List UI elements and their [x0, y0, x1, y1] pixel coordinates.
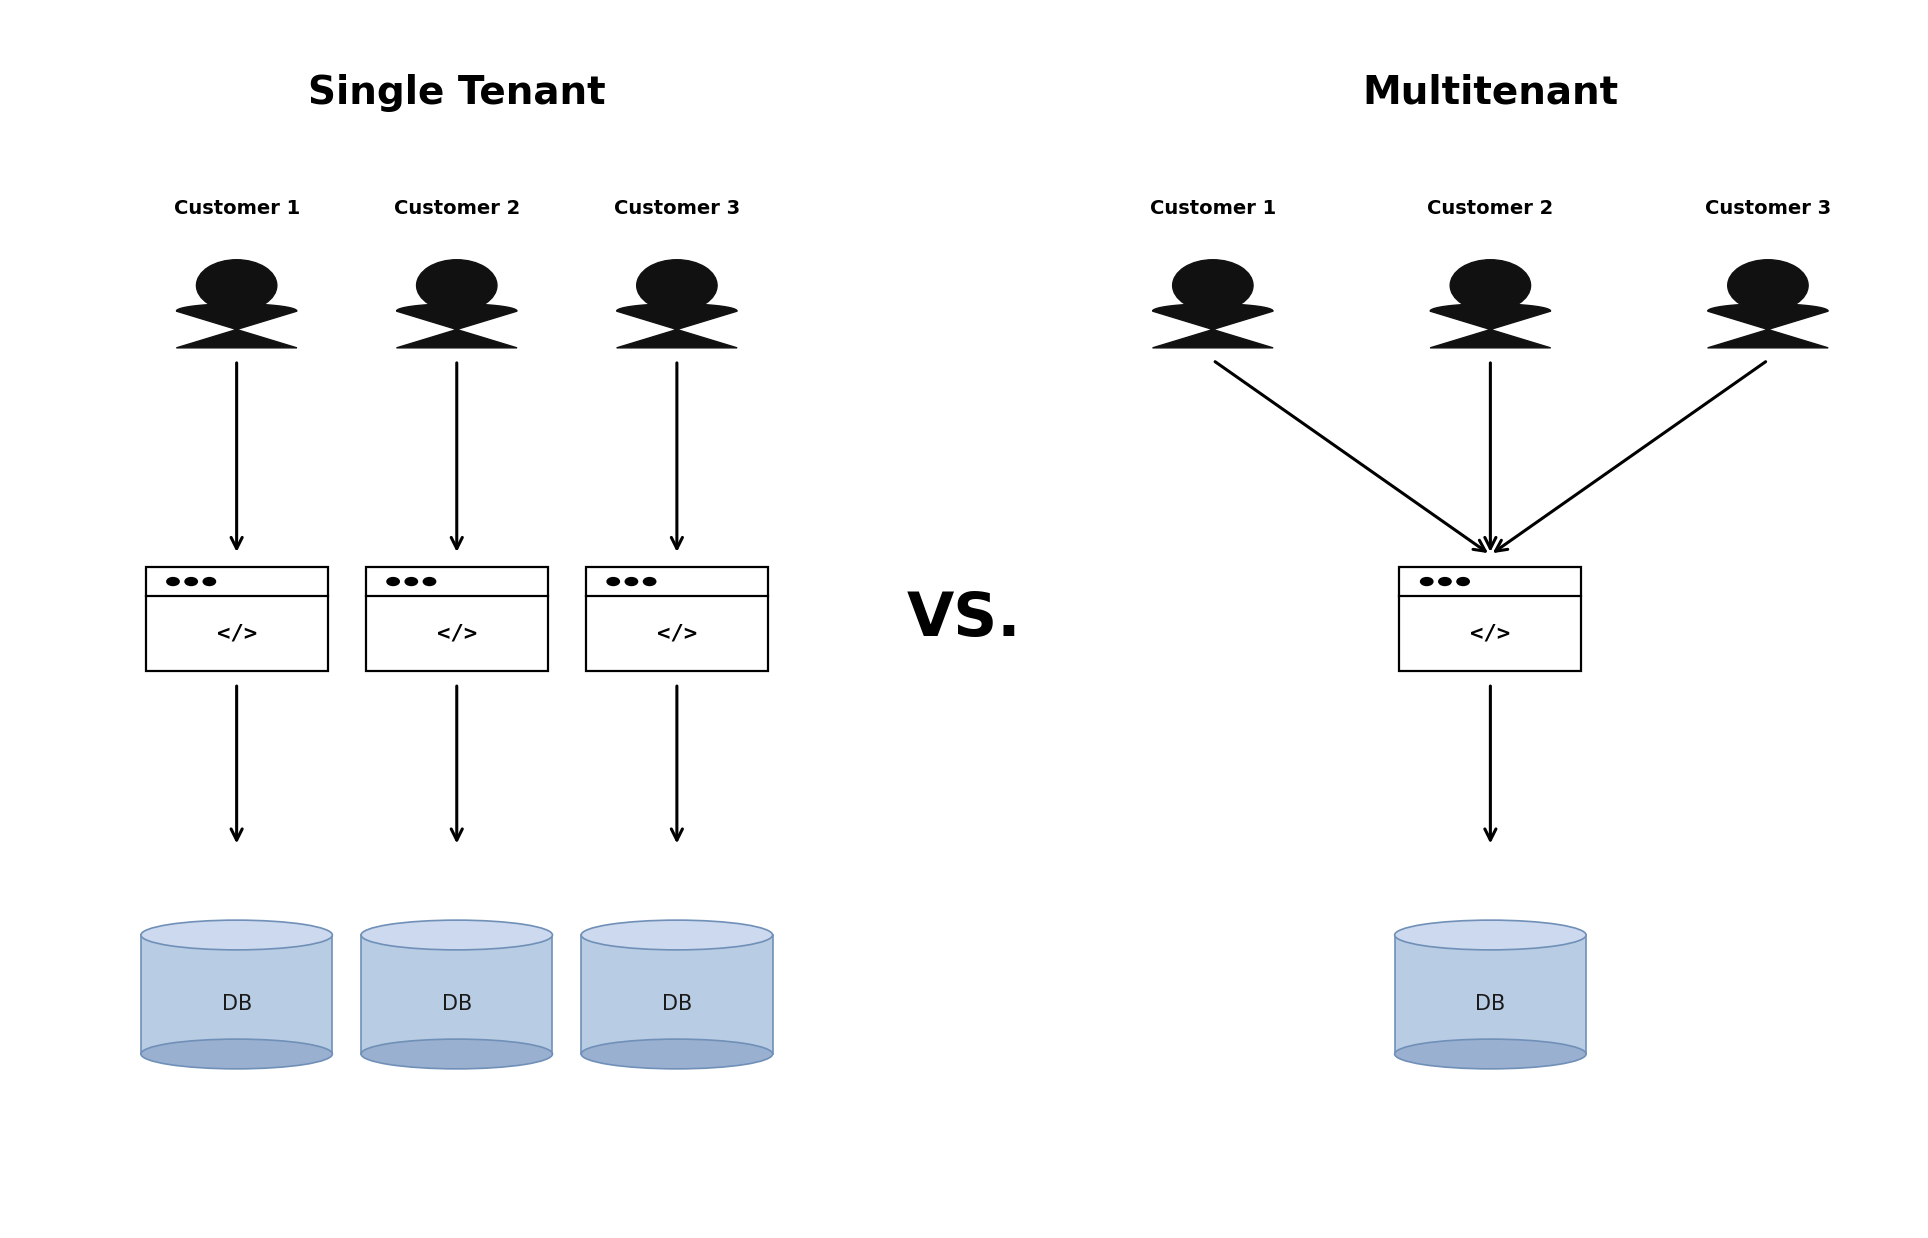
Ellipse shape	[141, 920, 332, 950]
Ellipse shape	[1394, 1039, 1587, 1068]
Polygon shape	[1153, 303, 1272, 348]
Circle shape	[197, 260, 278, 311]
Text: Customer 3: Customer 3	[613, 199, 740, 218]
Circle shape	[1727, 260, 1808, 311]
Circle shape	[625, 578, 638, 586]
Text: DB: DB	[661, 994, 692, 1014]
Text: Customer 2: Customer 2	[1427, 199, 1554, 218]
Bar	[580, 935, 773, 1054]
Bar	[1400, 567, 1581, 671]
Ellipse shape	[361, 1039, 553, 1068]
Circle shape	[202, 578, 216, 586]
Polygon shape	[1708, 303, 1828, 348]
Text: Customer 1: Customer 1	[174, 199, 299, 218]
Text: Customer 1: Customer 1	[1149, 199, 1276, 218]
Ellipse shape	[580, 1039, 773, 1068]
Circle shape	[1438, 578, 1452, 586]
Circle shape	[185, 578, 197, 586]
Circle shape	[1172, 260, 1253, 311]
Ellipse shape	[1394, 920, 1587, 950]
Circle shape	[1421, 578, 1433, 586]
Bar	[141, 935, 332, 1054]
Ellipse shape	[580, 920, 773, 950]
Circle shape	[416, 260, 497, 311]
Circle shape	[636, 260, 717, 311]
Text: </>: </>	[657, 624, 696, 644]
Polygon shape	[397, 303, 517, 348]
Text: </>: </>	[1471, 624, 1510, 644]
Circle shape	[405, 578, 418, 586]
Text: </>: </>	[438, 624, 476, 644]
Circle shape	[1458, 578, 1469, 586]
Text: Customer 2: Customer 2	[393, 199, 521, 218]
Text: Single Tenant: Single Tenant	[308, 73, 605, 111]
Text: DB: DB	[222, 994, 253, 1014]
Polygon shape	[175, 303, 297, 348]
Bar	[1394, 935, 1587, 1054]
Circle shape	[1450, 260, 1531, 311]
Text: DB: DB	[442, 994, 472, 1014]
Circle shape	[168, 578, 179, 586]
Bar	[366, 567, 548, 671]
Bar	[361, 935, 553, 1054]
Circle shape	[607, 578, 619, 586]
Circle shape	[644, 578, 656, 586]
Bar	[586, 567, 767, 671]
Text: </>: </>	[216, 624, 256, 644]
Text: DB: DB	[1475, 994, 1506, 1014]
Ellipse shape	[361, 920, 553, 950]
Polygon shape	[1431, 303, 1550, 348]
Text: Customer 3: Customer 3	[1704, 199, 1832, 218]
Bar	[147, 567, 328, 671]
Text: Multitenant: Multitenant	[1363, 73, 1618, 111]
Polygon shape	[617, 303, 736, 348]
Text: VS.: VS.	[906, 589, 1022, 649]
Circle shape	[388, 578, 399, 586]
Circle shape	[424, 578, 436, 586]
Ellipse shape	[141, 1039, 332, 1068]
